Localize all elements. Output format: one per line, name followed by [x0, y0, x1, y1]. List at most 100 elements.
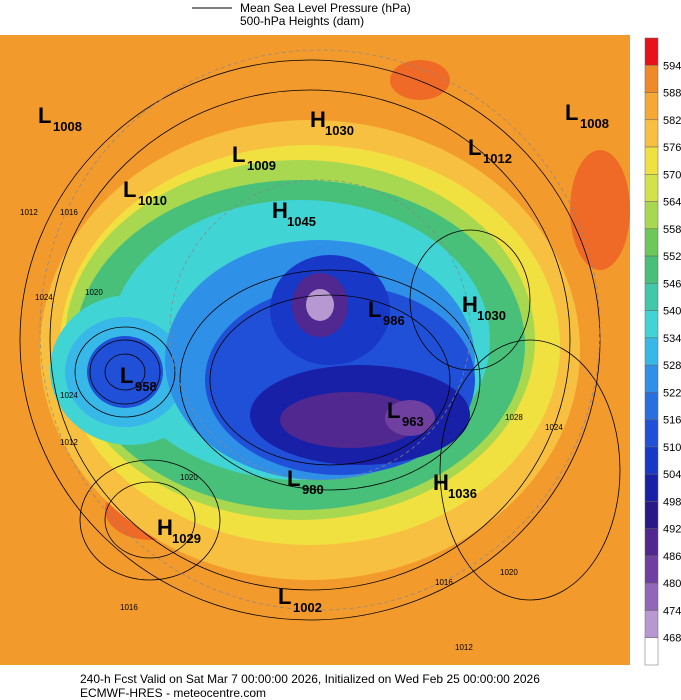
colorbar-tick-label: 570	[663, 169, 681, 181]
colorbar-box	[644, 473, 659, 502]
center-pressure: 963	[402, 414, 424, 429]
height-fill	[87, 336, 163, 408]
warm-blob	[570, 150, 630, 270]
colorbar-box	[644, 364, 659, 393]
colorbar-tick-label: 546	[663, 278, 681, 290]
center-letter: L	[278, 584, 291, 609]
contour-label: 1012	[20, 208, 38, 217]
center-letter: L	[123, 177, 136, 202]
center-pressure: 1030	[325, 123, 354, 138]
center-letter: L	[468, 135, 481, 160]
colorbar-tick-label: 492	[663, 524, 681, 536]
center-pressure: 1010	[138, 193, 167, 208]
center-pressure: 986	[383, 313, 405, 328]
center-pressure: 1029	[172, 531, 201, 546]
center-letter: H	[272, 198, 288, 223]
contour-label: 1016	[120, 603, 138, 612]
graticule	[39, 49, 601, 611]
colorbar-box	[644, 228, 659, 257]
colorbar-tick-label: 474	[663, 605, 681, 617]
contour-label: 1020	[180, 473, 198, 482]
colorbar-box	[644, 419, 659, 448]
legend-heights: 500-hPa Heights (dam)	[240, 14, 364, 28]
colorbar-tick-label: 576	[663, 142, 681, 154]
center-pressure: 1012	[483, 151, 512, 166]
footer-valid: 240-h Fcst Valid on Sat Mar 7 00:00:00 2…	[80, 672, 540, 686]
center-pressure: 1030	[477, 308, 506, 323]
colorbar-box	[644, 283, 659, 311]
center-pressure: 1002	[293, 600, 322, 615]
colorbar-box	[644, 310, 659, 339]
warm-blob	[390, 60, 450, 100]
colorbar-box	[644, 201, 659, 230]
center-pressure: 980	[302, 482, 324, 497]
colorbar-tick-label: 528	[663, 360, 681, 372]
center-pressure: 1009	[247, 158, 276, 173]
colorbar-tick-label: 552	[663, 251, 681, 263]
colorbar-box	[644, 37, 659, 66]
colorbar-tick-label: 498	[663, 496, 681, 508]
contour-label: 1024	[60, 391, 78, 400]
center-letter: L	[368, 297, 381, 322]
contour-label: 1028	[505, 413, 523, 422]
legend-mslp: Mean Sea Level Pressure (hPa)	[240, 1, 411, 15]
colorbar-box	[644, 501, 659, 529]
contour-label: 1020	[85, 288, 103, 297]
colorbar: 594 588 582 576 570 564 558 552 546 540 534 528 522 5…	[644, 37, 681, 666]
colorbar-box	[644, 392, 659, 420]
center-letter: L	[565, 100, 578, 125]
colorbar-tick-label: 468	[663, 633, 681, 645]
contour-label: 1012	[60, 438, 78, 447]
colorbar-tick-label: 522	[663, 387, 681, 399]
colorbar-tick-label: 504	[663, 469, 681, 481]
center-letter: L	[287, 466, 300, 491]
colorbar-box	[644, 555, 659, 584]
footer-source: ECMWF-HRES - meteocentre.com	[80, 686, 266, 700]
colorbar-tick-label: 480	[663, 578, 681, 590]
contour-label: 1024	[545, 423, 563, 432]
colorbar-tick-label: 510	[663, 442, 681, 454]
center-pressure: 958	[135, 379, 157, 394]
colorbar-box	[644, 92, 659, 121]
colorbar-tick-label: 588	[663, 88, 681, 100]
center-letter: H	[310, 107, 326, 132]
contour-label: 1016	[60, 208, 78, 217]
colorbar-box	[644, 65, 659, 93]
colorbar-tick-label: 534	[663, 333, 681, 345]
colorbar-box	[644, 446, 659, 475]
center-letter: H	[433, 470, 449, 495]
colorbar-box	[644, 174, 659, 202]
map	[0, 35, 630, 665]
colorbar-box	[644, 255, 659, 284]
height-fill	[306, 289, 334, 321]
center-letter: L	[120, 363, 133, 388]
colorbar-box	[644, 528, 659, 557]
contour-label: 1020	[500, 568, 518, 577]
colorbar-box	[644, 582, 659, 611]
colorbar-tick-label: 564	[663, 197, 681, 209]
center-pressure: 1008	[580, 116, 609, 131]
center-letter: L	[38, 103, 51, 128]
colorbar-tick-label: 486	[663, 551, 681, 563]
center-letter: H	[157, 515, 173, 540]
colorbar-tick-label: 540	[663, 306, 681, 318]
colorbar-tick-label: 594	[663, 60, 681, 72]
center-pressure: 1045	[287, 214, 316, 229]
colorbar-box	[644, 119, 659, 148]
contour-label: 1016	[435, 578, 453, 587]
colorbar-tick-label: 558	[663, 224, 681, 236]
center-pressure: 1008	[53, 119, 82, 134]
height-fill	[385, 400, 435, 436]
height-fill	[280, 392, 420, 448]
colorbar-box	[644, 337, 659, 366]
contour-label: 1024	[35, 293, 53, 302]
colorbar-box	[644, 610, 659, 638]
contour-label: 1012	[455, 643, 473, 652]
colorbar-box	[644, 637, 659, 666]
center-letter: H	[462, 292, 478, 317]
colorbar-tick-label: 582	[663, 115, 681, 127]
colorbar-box	[644, 146, 659, 175]
colorbar-tick-label: 516	[663, 415, 681, 427]
center-letter: L	[232, 142, 245, 167]
